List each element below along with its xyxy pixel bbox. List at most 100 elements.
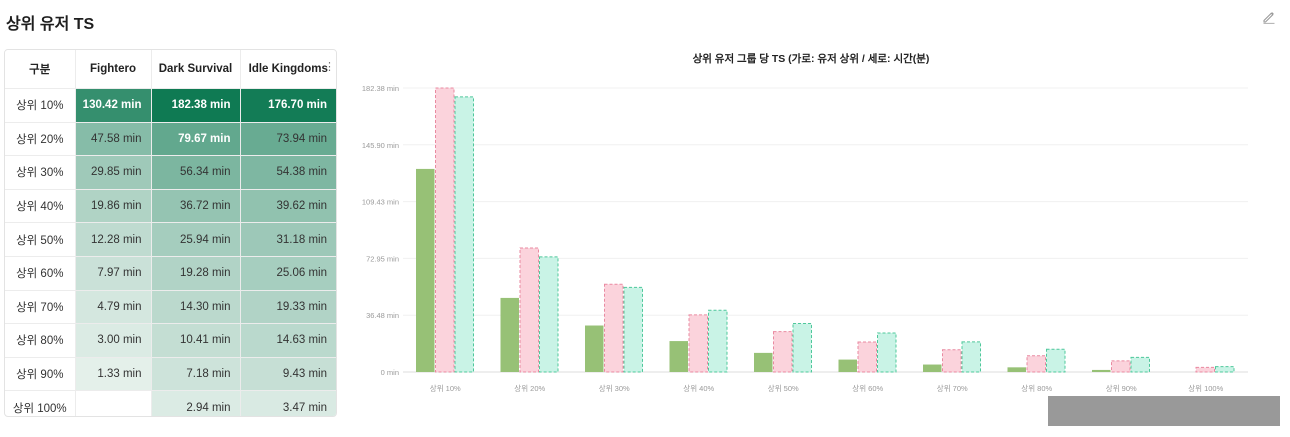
row-label: 상위 40%: [5, 189, 76, 224]
table-cell: 12.28 min: [75, 222, 152, 257]
table-cell: 47.58 min: [75, 122, 152, 157]
edit-icon[interactable]: [1261, 9, 1277, 25]
kebab-menu-icon[interactable]: ⋮: [324, 61, 335, 73]
table-cell: 19.86 min: [75, 189, 152, 224]
y-tick-label: 145.90 min: [362, 141, 399, 150]
table-cell: 19.28 min: [151, 256, 241, 291]
table-cell: 14.63 min: [240, 323, 336, 358]
x-tick-label: 상위 10%: [430, 383, 461, 393]
table-cell: 3.47 min: [240, 390, 336, 416]
bar[interactable]: [416, 168, 435, 372]
table-header-row: 구분 Fightero Dark Survival Idle Kingdoms: [5, 50, 336, 89]
x-tick-label: 상위 70%: [937, 383, 968, 393]
table-cell: 73.94 min: [240, 122, 336, 157]
bar[interactable]: [792, 322, 812, 373]
bar[interactable]: [500, 297, 520, 372]
table-cell: 7.18 min: [151, 357, 241, 392]
y-tick-label: 109.43 min: [362, 198, 399, 207]
bar[interactable]: [1215, 366, 1235, 373]
bar[interactable]: [961, 341, 981, 373]
col-header-idle-kingdoms[interactable]: Idle Kingdoms: [240, 50, 336, 89]
bar[interactable]: [877, 332, 897, 373]
bar[interactable]: [539, 256, 559, 373]
x-tick-label: 상위 40%: [683, 383, 714, 393]
x-tick-label: 상위 80%: [1021, 383, 1052, 393]
y-tick-label: 36.48 min: [366, 311, 399, 320]
bar[interactable]: [1130, 356, 1150, 373]
table-row: 상위 40% 19.86 min 36.72 min 39.62 min: [5, 189, 336, 224]
table-cell: 4.79 min: [75, 290, 152, 325]
row-label: 상위 30%: [5, 155, 76, 190]
col-header-group[interactable]: 구분: [5, 50, 76, 89]
row-label: 상위 90%: [5, 357, 76, 392]
table-row: 상위 20% 47.58 min 79.67 min 73.94 min: [5, 122, 336, 157]
bar[interactable]: [1026, 355, 1046, 373]
bar[interactable]: [454, 96, 474, 373]
bar[interactable]: [708, 309, 728, 373]
bar[interactable]: [435, 87, 455, 373]
bar[interactable]: [1092, 369, 1111, 372]
bar[interactable]: [604, 283, 624, 373]
col-header-dark-survival[interactable]: Dark Survival: [151, 50, 241, 89]
table-cell: 1.33 min: [75, 357, 152, 392]
table-row: 상위 50% 12.28 min 25.94 min 31.18 min: [5, 222, 336, 257]
table-cell: 19.33 min: [240, 290, 336, 325]
table-row: 상위 10% 130.42 min 182.38 min 176.70 min: [5, 88, 336, 123]
row-label: 상위 50%: [5, 222, 76, 257]
table-cell: 176.70 min: [240, 88, 336, 123]
data-table-panel: 구분 Fightero Dark Survival Idle Kingdoms …: [4, 49, 337, 417]
bar[interactable]: [923, 364, 942, 372]
table-cell: 10.41 min: [151, 323, 241, 358]
table-cell: 2.94 min: [151, 390, 241, 416]
bar[interactable]: [1111, 360, 1131, 373]
col-header-fightero[interactable]: Fightero: [75, 50, 152, 89]
y-tick-label: 182.38 min: [362, 84, 399, 93]
bar[interactable]: [623, 286, 643, 373]
bar[interactable]: [585, 325, 604, 372]
row-label: 상위 80%: [5, 323, 76, 358]
page-title: 상위 유저 TS: [6, 16, 95, 33]
x-tick-label: 상위 90%: [1106, 383, 1137, 393]
table-row: 상위 100% 2.94 min 3.47 min: [5, 390, 336, 416]
bar[interactable]: [773, 331, 793, 373]
table-cell: 25.94 min: [151, 222, 241, 257]
ts-table: 구분 Fightero Dark Survival Idle Kingdoms …: [5, 50, 336, 416]
y-tick-label: 0 min: [381, 368, 399, 377]
table-cell: 36.72 min: [151, 189, 241, 224]
table-cell: 56.34 min: [151, 155, 241, 190]
table-cell: 130.42 min: [75, 88, 152, 123]
table-cell: 25.06 min: [240, 256, 336, 291]
row-label: 상위 20%: [5, 122, 76, 157]
y-tick-label: 72.95 min: [366, 254, 399, 263]
table-cell: 14.30 min: [151, 290, 241, 325]
table-cell: 54.38 min: [240, 155, 336, 190]
row-label: 상위 70%: [5, 290, 76, 325]
table-cell: 29.85 min: [75, 155, 152, 190]
x-tick-label: 상위 30%: [599, 383, 630, 393]
redacted-block: [1048, 396, 1280, 426]
bar[interactable]: [1007, 367, 1027, 372]
table-cell: 7.97 min: [75, 256, 152, 291]
row-label: 상위 100%: [5, 390, 76, 416]
bar[interactable]: [754, 352, 773, 372]
bar[interactable]: [838, 359, 858, 372]
row-label: 상위 60%: [5, 256, 76, 291]
chart-title: 상위 유저 그룹 당 TS (가로: 유저 상위 / 세로: 시간(분): [693, 52, 930, 65]
table-row: 상위 30% 29.85 min 56.34 min 54.38 min: [5, 155, 336, 190]
table-cell: 39.62 min: [240, 189, 336, 224]
table-cell: 31.18 min: [240, 222, 336, 257]
bar[interactable]: [1046, 348, 1066, 373]
bar[interactable]: [1195, 366, 1215, 373]
table-row: 상위 80% 3.00 min 10.41 min 14.63 min: [5, 323, 336, 358]
x-tick-label: 상위 50%: [768, 383, 799, 393]
bar[interactable]: [688, 314, 708, 373]
row-label: 상위 10%: [5, 88, 76, 123]
bar[interactable]: [519, 247, 539, 373]
bar[interactable]: [669, 341, 689, 372]
x-tick-label: 상위 100%: [1188, 383, 1223, 393]
table-cell: 9.43 min: [240, 357, 336, 392]
bar[interactable]: [942, 349, 962, 373]
bar[interactable]: [857, 341, 877, 373]
x-tick-label: 상위 20%: [514, 383, 545, 393]
